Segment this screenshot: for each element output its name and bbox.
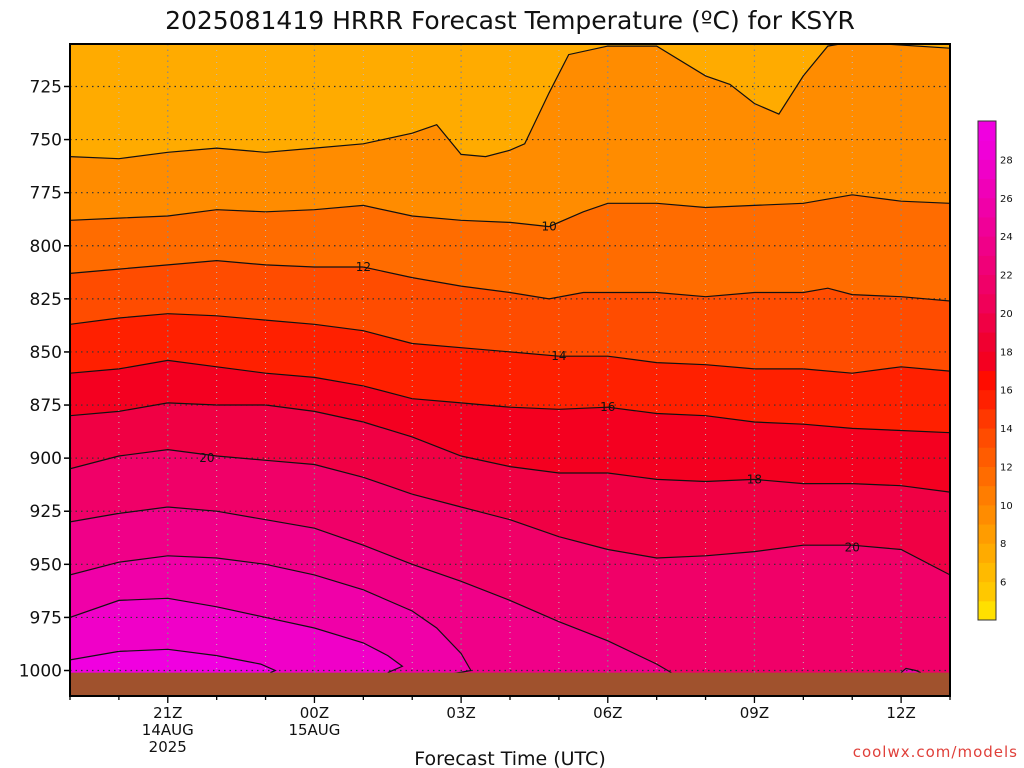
colorbar-swatch	[978, 293, 996, 314]
contour-label: 20	[199, 451, 214, 465]
colorbar-swatch	[978, 121, 996, 141]
colorbar-swatch	[978, 466, 996, 487]
x-tick-label: 09Z	[740, 704, 769, 722]
contour-line-10	[70, 194, 950, 228]
contour-line-8	[70, 44, 950, 160]
y-tick-label: 975	[30, 608, 62, 628]
colorbar-label: 22	[1000, 271, 1013, 282]
y-tick-label: 900	[30, 449, 62, 469]
contour-label: 12	[356, 260, 371, 274]
x-tick-label: 2025	[149, 738, 187, 756]
colorbar-swatch	[978, 178, 996, 199]
plot-area: 10 12 14 16 18 20 20	[69, 43, 951, 697]
x-tick-label: 21Z	[153, 704, 182, 722]
contour-line-28	[70, 648, 277, 674]
ground-surface	[70, 672, 950, 696]
y-tick-label: 800	[30, 237, 62, 257]
contour-label: 16	[600, 400, 615, 414]
colorbar-swatch	[978, 197, 996, 218]
colorbar-label: 12	[1000, 462, 1013, 473]
colorbar-swatch	[978, 562, 996, 583]
colorbar-label: 16	[1000, 386, 1013, 397]
contour-line-24	[70, 555, 472, 676]
colorbar-swatch	[978, 524, 996, 544]
colorbar-label: 20	[1000, 309, 1013, 320]
colorbar-swatch	[978, 236, 996, 256]
colorbar-label: 14	[1000, 424, 1013, 435]
colorbar-label: 8	[1000, 539, 1006, 550]
contour-line-12	[70, 259, 950, 302]
contour-label: 14	[551, 349, 566, 363]
y-tick-label: 825	[30, 290, 62, 310]
y-tick-label: 1000	[19, 662, 62, 682]
y-tick-label: 875	[30, 396, 62, 416]
contour-label: 20	[845, 540, 860, 554]
y-tick-label: 750	[30, 131, 62, 151]
credit-text: coolwx.com/models	[853, 743, 1018, 761]
colorbar-label: 6	[1000, 578, 1006, 589]
y-axis: 725 750 775 800 825 850 875 900 925 950 975 1000	[19, 77, 70, 682]
colorbar: 6 8 10 12 14 16 18 20 22 24 26 28	[977, 120, 1013, 621]
chart-title: 2025081419 HRRR Forecast Temperature (ºC…	[165, 6, 855, 35]
colorbar-swatch	[978, 485, 996, 506]
contour-lines	[70, 44, 950, 676]
colorbar-swatch	[978, 504, 996, 525]
contour-line-20	[70, 448, 950, 576]
colorbar-swatch	[978, 370, 996, 391]
x-axis-label: Forecast Time (UTC)	[414, 748, 605, 768]
colorbar-swatch	[978, 255, 996, 276]
colorbar-label: 24	[1000, 232, 1013, 243]
colorbar-swatch	[978, 332, 996, 352]
colorbar-swatch	[978, 447, 996, 467]
x-tick-label: 03Z	[446, 704, 475, 722]
y-tick-label: 925	[30, 502, 62, 522]
contour-line-24	[900, 667, 921, 674]
colorbar-swatch	[978, 140, 996, 160]
y-tick-label: 775	[30, 184, 62, 204]
colorbar-swatch	[978, 428, 996, 448]
contour-line-18	[70, 402, 950, 493]
contour-line-26	[70, 597, 404, 674]
contour-label: 10	[541, 220, 556, 234]
x-tick-label: 12Z	[886, 704, 915, 722]
colorbar-swatch	[978, 274, 996, 295]
colorbar-swatch	[978, 312, 996, 333]
x-tick-label: 00Z	[300, 704, 329, 722]
contour-label: 18	[747, 472, 762, 486]
contour-line-14	[70, 313, 950, 374]
colorbar-swatch	[978, 159, 996, 180]
x-tick-label: 14AUG	[142, 721, 194, 739]
colorbar-swatch	[978, 216, 996, 237]
colorbar-label: 28	[1000, 155, 1013, 166]
colorbar-swatch	[978, 408, 996, 429]
colorbar-frame	[977, 120, 997, 621]
colorbar-label: 10	[1000, 501, 1013, 512]
colorbar-swatch	[978, 351, 996, 371]
colorbar-swatch	[978, 581, 996, 602]
colorbar-swatch	[978, 600, 996, 621]
colorbar-swatch	[978, 389, 996, 410]
contour-labels: 10 12 14 16 18 20 20	[199, 220, 860, 555]
x-tick-label: 15AUG	[288, 721, 340, 739]
colorbar-swatch	[978, 543, 996, 563]
x-tick-label: 06Z	[593, 704, 622, 722]
contour-line-22	[70, 506, 672, 674]
y-tick-label: 850	[30, 343, 62, 363]
contour-line-16	[70, 359, 950, 434]
colorbar-label: 18	[1000, 347, 1013, 358]
y-tick-label: 725	[30, 77, 62, 97]
colorbar-label: 26	[1000, 194, 1013, 205]
ground-layer	[70, 672, 950, 696]
y-tick-label: 950	[30, 555, 62, 575]
